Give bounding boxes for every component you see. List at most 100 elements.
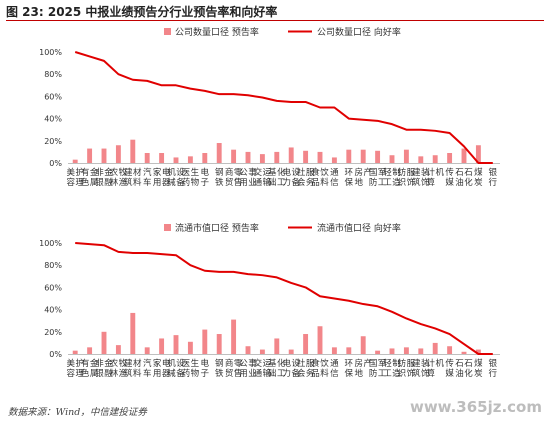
x-tick-char: 设 xyxy=(176,167,185,178)
x-tick-char: 家 xyxy=(153,358,162,369)
x-tick-char: 子 xyxy=(201,178,210,188)
x-tick-char: 服 xyxy=(306,359,315,369)
x-tick-text: 家用 xyxy=(153,167,162,188)
x-tick-char: 石 xyxy=(455,359,464,369)
x-tick-text: 医药 xyxy=(182,359,191,379)
x-tick-char: 饰 xyxy=(421,368,430,379)
x-tick-text: 农林 xyxy=(110,358,119,379)
x-tick-label: 汽车 xyxy=(143,358,152,379)
x-tick-char: 医 xyxy=(182,168,191,178)
x-tick-char: 化 xyxy=(277,358,286,369)
x-tick-char: 工 xyxy=(277,369,286,379)
x-tick-char: 物 xyxy=(191,177,200,188)
x-tick-char: 钢 xyxy=(215,358,224,369)
x-tick-label: 电子 xyxy=(201,358,210,379)
y-tick-label: 20% xyxy=(44,328,62,337)
x-tick-char: 农 xyxy=(110,358,119,369)
x-tick-text: 非银 xyxy=(95,167,104,188)
x-tick-char: 输 xyxy=(263,368,272,379)
x-tick-char: 料 xyxy=(133,177,142,188)
x-tick-text: 家用 xyxy=(153,358,162,379)
x-tick-text: 服务 xyxy=(306,359,315,379)
x-tick-char: 融 xyxy=(104,368,113,379)
x-tick-text: 机 xyxy=(435,358,444,369)
y-tick-label: 100% xyxy=(39,48,62,57)
x-tick-text: 事业 xyxy=(248,358,257,379)
x-tick-char: 纺 xyxy=(398,358,407,369)
x-tick-char: 银 xyxy=(95,368,104,379)
x-tick-char: 计 xyxy=(426,358,435,369)
x-tick-text: 建筑 xyxy=(412,167,421,188)
x-tick-char: 汽 xyxy=(143,358,152,369)
x-tick-char: 轻 xyxy=(383,358,392,369)
x-tick-char: 业 xyxy=(248,177,257,188)
x-tick-char: 炭 xyxy=(474,369,483,379)
x-tick-char: 渔 xyxy=(119,177,128,188)
x-tick-char: 交 xyxy=(254,167,263,178)
x-tick-text: 护理 xyxy=(75,167,84,188)
legend-bar-swatch xyxy=(164,28,171,35)
x-tick-char: 煤 xyxy=(474,358,483,369)
x-tick-char: 通 xyxy=(330,358,339,369)
y-tick-label: 100% xyxy=(39,239,62,248)
x-tick-char: 用 xyxy=(153,178,162,188)
x-tick-text: 材料 xyxy=(133,358,142,379)
legend: 流通市值口径 预告率 流通市值口径 向好率 xyxy=(164,222,401,234)
x-tick-char: 信 xyxy=(330,368,339,379)
x-tick-text: 有色 xyxy=(81,358,90,379)
x-tick-char: 用 xyxy=(239,369,248,379)
line-series xyxy=(74,51,493,164)
x-tick-text: 零售 xyxy=(234,168,243,188)
x-tick-text: 电力 xyxy=(282,167,291,188)
x-tick-char: 理 xyxy=(75,178,84,188)
x-tick-text: 电子 xyxy=(201,358,210,379)
x-tick-char: 保 xyxy=(345,368,354,379)
x-tick-char: 材 xyxy=(133,358,142,369)
x-tick-char: 金 xyxy=(104,358,113,369)
x-tick-char: 计 xyxy=(426,167,435,178)
x-tick-text: 国防 xyxy=(369,168,378,188)
x-tick-char: 银 xyxy=(489,167,498,178)
x-tick-char: 机 xyxy=(167,167,176,178)
x-tick-char: 军 xyxy=(378,359,387,369)
bar xyxy=(144,347,150,354)
x-tick-char: 基 xyxy=(268,358,277,369)
x-tick-char: 交 xyxy=(254,358,263,369)
x-tick-label: 房地产 xyxy=(354,358,372,379)
bar xyxy=(115,145,121,163)
x-tick-label: 环保 xyxy=(345,168,354,188)
x-tick-char: 食 xyxy=(311,358,320,369)
x-tick-char: 零 xyxy=(234,359,243,369)
bar xyxy=(331,157,337,163)
x-tick-char: 防 xyxy=(369,368,378,379)
x-tick-char: 纺 xyxy=(398,167,407,178)
x-tick-text: 装饰 xyxy=(421,167,430,188)
x-tick-char: 美 xyxy=(66,358,75,369)
x-tick-text: 农林 xyxy=(110,167,119,188)
bar xyxy=(216,334,222,354)
x-tick-char: 色 xyxy=(81,368,90,379)
x-tick-char: 售 xyxy=(234,368,243,379)
x-tick-char: 理 xyxy=(75,369,84,379)
x-tick-char: 筑 xyxy=(124,177,133,188)
bar xyxy=(115,345,121,354)
x-tick-text: 电器 xyxy=(162,358,171,379)
x-tick-char: 品 xyxy=(311,178,320,188)
x-tick-char: 算 xyxy=(426,177,435,188)
x-tick-char: 铁 xyxy=(215,177,224,188)
x-tick-char: 化 xyxy=(464,368,473,379)
x-tick-char: 用 xyxy=(239,178,248,188)
x-tick-text: 服饰 xyxy=(407,359,416,379)
figure-title: 图 23: 2025 中报业绩预告分行业预告率和向好率 xyxy=(6,5,278,19)
x-tick-text: 房地 xyxy=(354,167,363,188)
x-tick-text: 煤炭 xyxy=(474,358,483,379)
